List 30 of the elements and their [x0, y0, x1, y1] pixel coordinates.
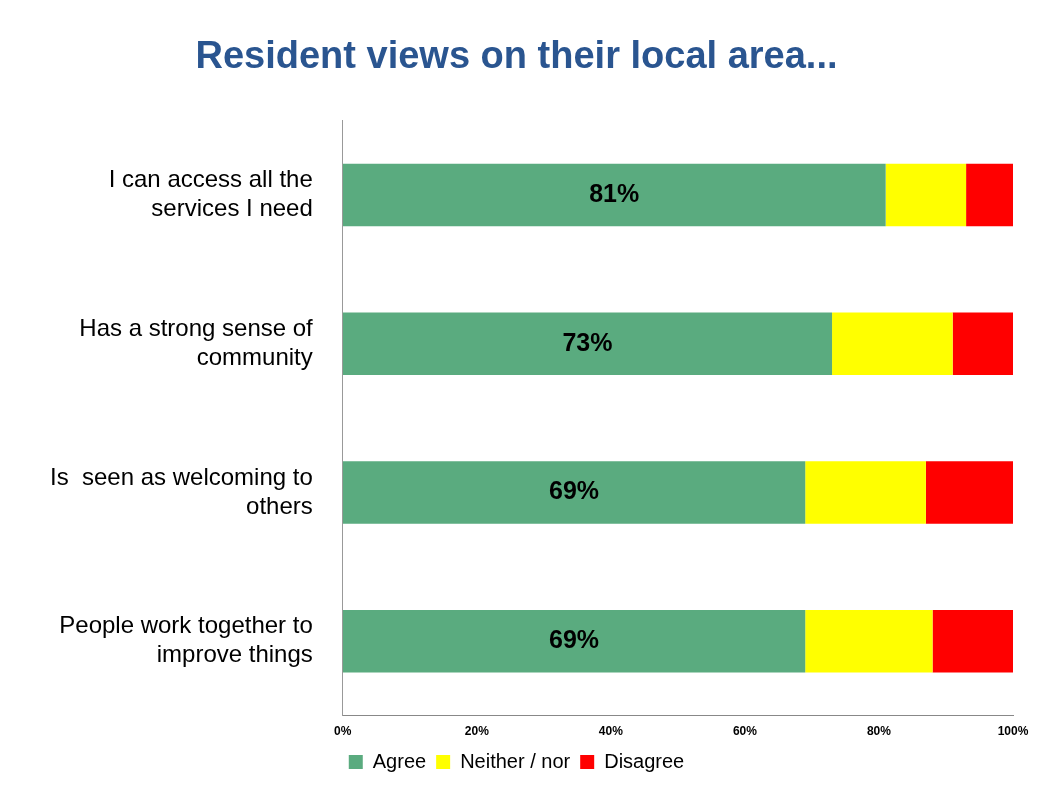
bar [885, 163, 967, 227]
bar [805, 461, 926, 524]
data-label: 73% [562, 327, 613, 356]
data-label: 81% [589, 178, 640, 207]
chart-title: Resident views on their local area... [195, 34, 838, 77]
bar [342, 461, 806, 524]
legend-label: Disagree [604, 749, 685, 772]
y-tick-label: I can access all the services I need [108, 165, 313, 221]
data-label: 69% [548, 476, 600, 505]
x-tick-label: 100% [997, 724, 1029, 739]
y-tick-label: Has a strong sense of community [79, 313, 314, 370]
bar [342, 312, 833, 375]
bar [932, 609, 1013, 673]
y-tick-label: People work together to improve things [59, 611, 313, 668]
legend-label: Neither / nor [460, 749, 571, 772]
x-tick-label: 40% [598, 724, 624, 739]
bar [832, 312, 953, 375]
x-tick-label: 60% [732, 724, 758, 739]
x-tick-label: 80% [866, 724, 892, 739]
x-tick-label: 0% [334, 724, 352, 739]
bar [805, 609, 933, 673]
bar [952, 312, 1013, 375]
legend-label: Agree [372, 749, 427, 772]
bar [966, 163, 1013, 227]
bar [925, 461, 1013, 524]
data-label: 69% [548, 625, 600, 654]
bar [342, 163, 886, 227]
bar [342, 609, 806, 673]
y-tick-label: Is seen as welcoming to others [50, 462, 313, 519]
x-tick-label: 20% [464, 724, 490, 739]
